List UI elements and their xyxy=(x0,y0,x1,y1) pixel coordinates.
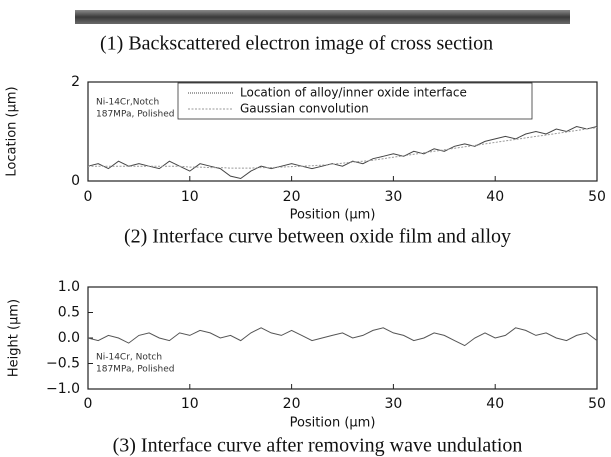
x-axis-label: Position (μm) xyxy=(290,416,376,431)
x-tick-label: 0 xyxy=(84,396,93,412)
x-tick-label: 40 xyxy=(486,396,504,412)
data-line xyxy=(87,125,598,180)
x-tick-label: 20 xyxy=(283,396,301,412)
plot-frame xyxy=(87,81,598,182)
y-tick-label: 0 xyxy=(71,173,80,189)
caption: (2) Interface curve between oxide film a… xyxy=(124,226,511,248)
data-line xyxy=(88,127,598,169)
legend-label: Gaussian convolution xyxy=(240,102,369,116)
x-tick-label: 20 xyxy=(283,189,301,205)
caption: (3) Interface curve after removing wave … xyxy=(113,435,523,457)
data-line xyxy=(87,327,598,347)
y-tick-label: 0.0 xyxy=(58,330,80,346)
y-tick-label: 1.0 xyxy=(58,279,80,295)
annotation: 187MPa, Polished xyxy=(96,110,174,120)
x-tick-label: 50 xyxy=(588,189,606,205)
y-axis-label: Height (μm) xyxy=(7,299,22,377)
legend-box xyxy=(177,82,533,120)
x-tick-label: 30 xyxy=(384,189,402,205)
x-tick-label: 50 xyxy=(588,396,606,412)
x-tick-label: 30 xyxy=(384,396,402,412)
y-axis-label: Location (μm) xyxy=(5,86,20,176)
y-tick-label: −1.0 xyxy=(46,381,80,397)
x-tick-label: 10 xyxy=(181,396,199,412)
x-tick-label: 0 xyxy=(84,189,93,205)
image-caption: (1) Backscattered electron image of cros… xyxy=(100,33,493,55)
legend-label: Location of alloy/inner oxide interface xyxy=(240,86,467,100)
y-tick-label: 2 xyxy=(71,74,80,90)
annotation: Ni-14Cr, Notch xyxy=(96,353,162,363)
y-tick-label: 0.5 xyxy=(58,305,80,321)
x-tick-label: 10 xyxy=(181,189,199,205)
x-axis-label: Position (μm) xyxy=(290,208,376,223)
y-tick-label: −0.5 xyxy=(46,356,80,372)
x-tick-label: 40 xyxy=(486,189,504,205)
sem-image xyxy=(75,10,570,24)
annotation: Ni-14Cr,Notch xyxy=(96,98,159,108)
annotation: 187MPa, Polished xyxy=(96,365,174,375)
